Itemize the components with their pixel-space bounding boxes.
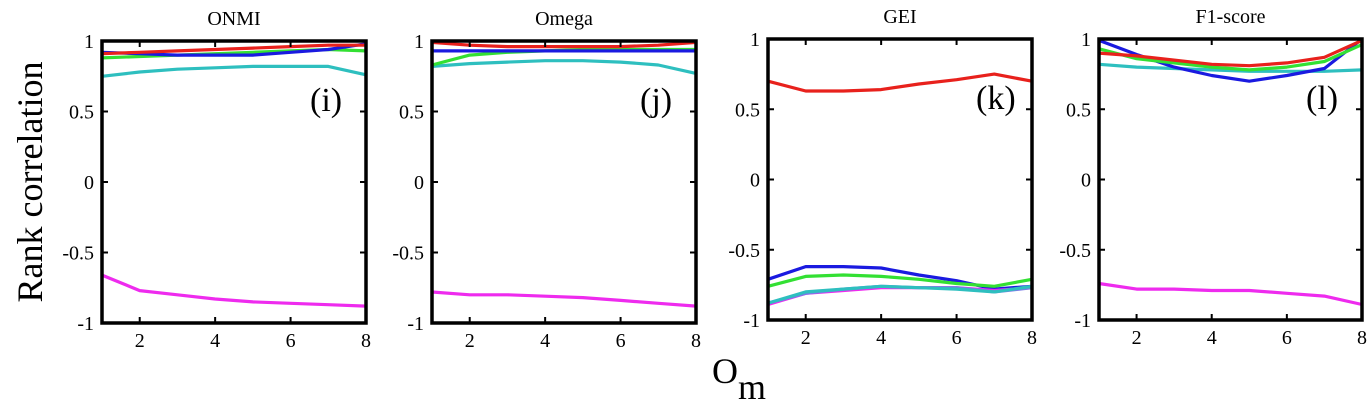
x-tick-label: 2 — [1132, 327, 1142, 349]
y-tick-label: -0.5 — [728, 240, 760, 262]
x-tick-label: 6 — [952, 327, 962, 349]
y-tick-label: -1 — [1074, 310, 1091, 332]
series-line-cyan — [767, 284, 1033, 305]
panel-letter-label: (i) — [310, 82, 342, 119]
x-tick-label: 2 — [801, 327, 811, 349]
y-tick-label: -0.5 — [392, 243, 424, 265]
y-tick-label: 0 — [750, 170, 760, 192]
y-tick-label: 0.5 — [1066, 99, 1091, 121]
y-tick-label: 1 — [750, 29, 760, 51]
x-tick-label: 6 — [286, 330, 296, 352]
series-line-red — [431, 40, 697, 49]
y-tick-label: -1 — [407, 313, 424, 335]
series-line-red — [1098, 38, 1363, 68]
y-tick-label: 0.5 — [399, 102, 424, 124]
panel-title: Omega — [535, 8, 593, 30]
x-tick-label: 6 — [616, 330, 626, 352]
x-tick-label: 4 — [876, 327, 886, 349]
series-line-cyan — [431, 59, 697, 75]
series-line-blue — [101, 42, 367, 57]
y-tick-label: 0 — [414, 172, 424, 194]
panel-letter-label: (k) — [976, 80, 1016, 117]
panel-title: ONMI — [207, 8, 260, 30]
series-line-green — [767, 273, 1033, 288]
series-line-green — [1098, 43, 1363, 72]
panels-group: ONMI -1 -0.5 0 0.5 1 2 4 6 8 (i) Omega -1 -0.5 0 0.5 1 2 4… — [62, 6, 1367, 352]
panel-1: ONMI -1 -0.5 0 0.5 1 2 4 6 8 (i) — [62, 8, 371, 352]
x-tick-label: 8 — [1357, 327, 1367, 349]
y-axis-label: Rank correlation — [10, 62, 50, 303]
series-line-magenta — [1098, 281, 1363, 307]
x-axis-label-main: O — [712, 351, 738, 391]
y-tick-label: 1 — [1081, 29, 1091, 51]
series-line-cyan — [1098, 62, 1363, 73]
y-tick-label: -1 — [743, 310, 760, 332]
series-line-magenta — [101, 273, 367, 308]
x-tick-label: 4 — [540, 330, 550, 352]
panel-letter-label: (j) — [640, 82, 672, 119]
series-line-cyan — [101, 64, 367, 78]
y-tick-label: 0.5 — [69, 102, 94, 124]
x-tick-label: 2 — [135, 330, 145, 352]
x-axis-label-subscript: m — [738, 367, 766, 407]
panel-letter-label: (l) — [1306, 80, 1338, 117]
y-tick-label: 0.5 — [735, 99, 760, 121]
panel-title: GEI — [883, 6, 916, 28]
panel-2: Omega -1 -0.5 0 0.5 1 2 4 6 8 (j) — [392, 8, 701, 352]
x-tick-label: 8 — [691, 330, 701, 352]
y-tick-label: 0 — [1081, 170, 1091, 192]
y-tick-label: 1 — [414, 31, 424, 53]
y-tick-label: 0 — [84, 172, 94, 194]
series-line-red — [101, 43, 366, 56]
panel-3: GEI -1 -0.5 0 0.5 1 2 4 6 8 (k) — [728, 6, 1037, 349]
panel-title: F1-score — [1196, 6, 1266, 28]
x-tick-label: 4 — [1207, 327, 1217, 349]
y-tick-label: -1 — [77, 313, 94, 335]
x-tick-label: 4 — [210, 330, 220, 352]
x-tick-label: 8 — [361, 330, 371, 352]
x-tick-label: 6 — [1282, 327, 1292, 349]
x-tick-label: 2 — [465, 330, 475, 352]
series-line-red — [767, 72, 1033, 93]
y-tick-label: 1 — [84, 31, 94, 53]
y-tick-label: -0.5 — [1059, 240, 1091, 262]
x-axis-label: Om — [712, 351, 766, 407]
x-tick-label: 8 — [1027, 327, 1037, 349]
series-line-magenta — [431, 290, 697, 308]
panel-4: F1-score -1 -0.5 0 0.5 1 2 4 6 8 (l) — [1059, 6, 1367, 349]
series-line-blue — [767, 265, 1033, 291]
y-tick-label: -0.5 — [62, 243, 94, 265]
